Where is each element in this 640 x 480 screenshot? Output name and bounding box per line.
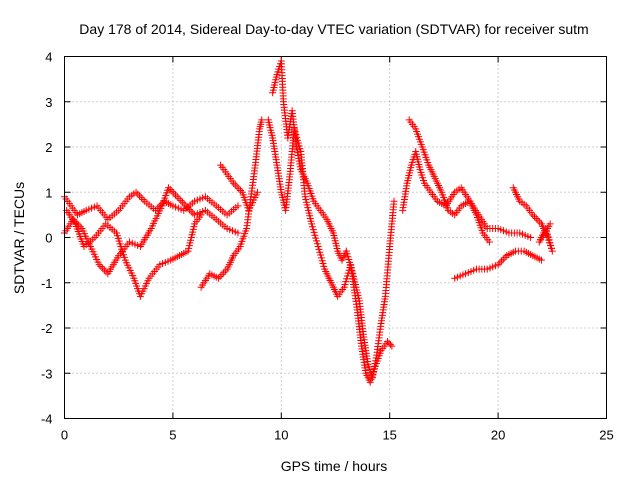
data-point [501, 253, 509, 261]
data-point [258, 116, 266, 124]
data-point [494, 261, 502, 269]
chart-title: Day 178 of 2014, Sidereal Day-to-day VTE… [79, 21, 588, 37]
data-point [534, 216, 542, 224]
data-point [231, 181, 239, 189]
data-point [178, 198, 186, 206]
y-tick-label: 2 [45, 140, 52, 155]
data-point [152, 206, 160, 214]
data-point [388, 342, 396, 350]
data-point [214, 274, 222, 282]
data-point [175, 195, 183, 203]
data-point [173, 193, 181, 201]
data-point [136, 192, 144, 200]
data-point [546, 220, 554, 228]
data-point [233, 183, 241, 191]
data-point [132, 188, 140, 196]
data-points [61, 57, 556, 386]
data-point [498, 257, 506, 265]
x-axis-label: GPS time / hours [281, 458, 388, 474]
y-tick-label: -1 [41, 276, 53, 291]
data-point [97, 262, 105, 270]
data-point [234, 202, 242, 210]
data-point [384, 338, 392, 346]
data-point [184, 204, 192, 212]
data-point [187, 207, 195, 215]
data-point [177, 196, 185, 204]
y-tick-label: 4 [45, 50, 52, 65]
data-point [230, 179, 238, 187]
data-point [197, 211, 205, 219]
y-tick-label: -4 [41, 412, 53, 427]
data-point [95, 261, 103, 269]
data-point [220, 269, 228, 277]
x-tick-label: 25 [599, 428, 613, 443]
data-point [529, 211, 537, 219]
data-point [385, 339, 393, 347]
data-point [166, 186, 174, 194]
y-tick-label: -2 [41, 321, 53, 336]
data-point [536, 218, 544, 226]
data-point [531, 213, 539, 221]
data-point [216, 272, 224, 280]
y-axis-label: SDTVAR / TECUs [11, 182, 27, 294]
y-tick-label: 0 [45, 231, 52, 246]
data-point [137, 194, 145, 202]
data-point [170, 189, 178, 197]
tick-labels: 0 5 10 15 20 25 -4 -3 -2 -1 0 1 2 3 4 [41, 50, 614, 443]
data-point [235, 185, 243, 193]
data-point [185, 205, 193, 213]
data-point [253, 188, 261, 196]
data-point [168, 187, 176, 195]
data-point [499, 255, 507, 263]
data-point [139, 195, 147, 203]
data-point [180, 200, 188, 208]
x-tick-label: 15 [382, 428, 396, 443]
data-point [537, 256, 545, 264]
data-point [485, 238, 493, 246]
x-tick-label: 10 [274, 428, 288, 443]
data-point [99, 264, 107, 272]
data-point [182, 202, 190, 210]
x-tick-label: 5 [169, 428, 176, 443]
data-point [165, 184, 173, 192]
plot-frame [64, 56, 607, 419]
data-point [390, 197, 398, 205]
data-point [527, 234, 535, 241]
x-tick-label: 20 [491, 428, 505, 443]
data-point [218, 271, 226, 279]
y-tick-label: 3 [45, 95, 52, 110]
data-point [172, 191, 180, 199]
y-tick-label: -3 [41, 366, 53, 381]
y-tick-label: 1 [45, 185, 52, 200]
data-point [134, 190, 142, 198]
data-point [155, 203, 163, 211]
data-point [532, 214, 540, 222]
data-point [189, 209, 197, 217]
data-point [386, 341, 394, 349]
x-tick-label: 0 [61, 428, 68, 443]
data-point [221, 267, 229, 275]
data-point [496, 259, 504, 267]
data-point [100, 266, 108, 274]
data-point [237, 186, 245, 194]
data-point [234, 229, 242, 237]
grid [64, 56, 607, 419]
